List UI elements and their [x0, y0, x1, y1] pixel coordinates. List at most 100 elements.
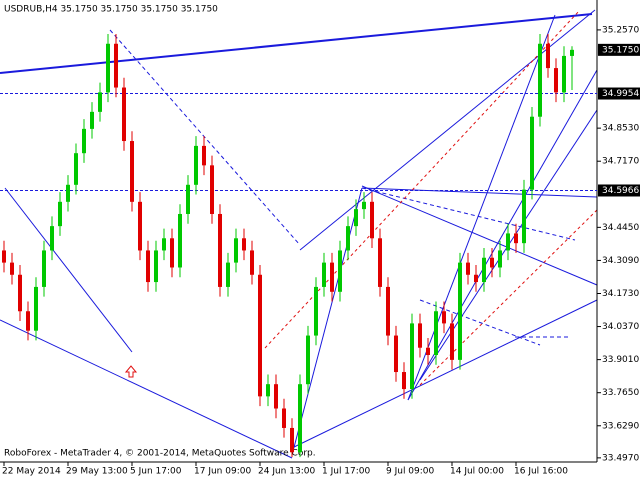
y-tick-label: 33.6290 — [602, 421, 639, 431]
candle-body — [402, 372, 406, 390]
candle-body — [554, 68, 558, 93]
candle-body — [170, 238, 174, 268]
candle-body — [74, 153, 78, 185]
x-tick-label: 14 Jul 00:00 — [450, 467, 504, 477]
y-tick-label: 34.4450 — [602, 223, 639, 233]
candle-body — [338, 250, 342, 292]
level-label: 34.5966 — [602, 186, 639, 196]
x-tick-label: 1 Jul 17:00 — [322, 467, 371, 477]
candle-body — [82, 128, 86, 154]
candle-body — [410, 323, 414, 390]
y-tick-label: 34.1730 — [602, 289, 639, 299]
x-tick-label: 17 Jun 09:00 — [194, 467, 251, 477]
candle-body — [498, 250, 502, 268]
candle-body — [34, 286, 38, 331]
candle-body — [106, 43, 110, 93]
candle-body — [306, 335, 310, 385]
x-tick-label: 24 Jun 13:00 — [258, 467, 315, 477]
candle-body — [322, 262, 326, 287]
candle-body — [506, 233, 510, 251]
candle-body — [10, 262, 14, 275]
candle-body — [258, 274, 262, 397]
candle-body — [202, 145, 206, 166]
candle-body — [146, 250, 150, 283]
y-tick-label: 34.3090 — [602, 256, 639, 266]
level-tag — [598, 184, 640, 197]
candle-body — [138, 201, 142, 251]
y-tick-label: 33.7650 — [602, 388, 639, 398]
candle-body — [162, 238, 166, 251]
x-tick-label: 22 May 2014 — [2, 467, 61, 477]
candle-body — [482, 257, 486, 283]
candle-body — [234, 238, 238, 263]
candle-body — [394, 335, 398, 373]
candle-body — [546, 43, 550, 69]
candle-body — [130, 141, 134, 202]
candle-body — [210, 165, 214, 214]
candle-body — [450, 323, 454, 360]
candle-body — [2, 250, 6, 263]
candle-body — [218, 213, 222, 287]
last-price-label: 35.1750 — [602, 45, 639, 55]
candle-body — [186, 184, 190, 214]
candle-body — [90, 111, 94, 129]
x-tick-label: 16 Jul 16:00 — [514, 467, 568, 477]
chart-title: USDRUB,H4 35.1750 35.1750 35.1750 35.175… — [4, 5, 218, 15]
candle-body — [178, 213, 182, 268]
candle-body — [426, 347, 430, 356]
candle-body — [242, 238, 246, 251]
x-tick-label: 5 Jun 17:00 — [130, 467, 182, 477]
candle-body — [522, 189, 526, 244]
candle-body — [266, 384, 270, 397]
candle-body — [298, 384, 302, 453]
candle-body — [314, 286, 318, 336]
candle-body — [458, 262, 462, 360]
candle-body — [466, 262, 470, 275]
candle-body — [538, 43, 542, 117]
candle-body — [290, 427, 294, 453]
candle-body — [18, 274, 22, 312]
candle-body — [354, 209, 358, 227]
candle-body — [114, 43, 118, 88]
candle-body — [330, 262, 334, 292]
candle-body — [562, 55, 566, 93]
candle-body — [362, 201, 366, 210]
candle-body — [274, 384, 278, 409]
candle-body — [42, 250, 46, 287]
y-tick-label: 34.8530 — [602, 124, 639, 134]
candle-body — [194, 145, 198, 185]
candle-body — [50, 226, 54, 251]
y-tick-label: 33.4970 — [602, 453, 639, 463]
candle-body — [250, 250, 254, 275]
last-price-tag — [598, 43, 640, 56]
level-label: 34.9954 — [602, 89, 639, 99]
candle-body — [226, 262, 230, 287]
candle-body — [378, 238, 382, 287]
up-arrow — [124, 365, 138, 378]
candle-body — [370, 201, 374, 239]
candle-body — [122, 87, 126, 142]
candle-body — [346, 226, 350, 251]
footer: RoboForex - MetaTrader 4, © 2001-2014, M… — [4, 449, 316, 459]
candle-body — [514, 233, 518, 244]
candle-body — [386, 286, 390, 336]
candle-body — [530, 116, 534, 190]
x-tick-label: 29 May 13:00 — [66, 467, 128, 477]
candle-body — [490, 257, 494, 268]
candle-body — [66, 184, 70, 202]
candle-body — [26, 311, 30, 331]
x-tick-label: 9 Jul 09:00 — [386, 467, 435, 477]
y-tick-label: 34.0370 — [602, 322, 639, 332]
y-tick-label: 35.2570 — [602, 25, 639, 35]
candle-body — [58, 201, 62, 227]
candle-body — [570, 49, 574, 56]
candle-body — [154, 250, 158, 283]
level-tag — [598, 87, 640, 100]
y-tick-label: 33.9010 — [602, 355, 639, 365]
candle-body — [434, 311, 438, 356]
candle-body — [442, 311, 446, 324]
y-tick-label: 34.7170 — [602, 157, 639, 167]
candle-body — [282, 408, 286, 428]
